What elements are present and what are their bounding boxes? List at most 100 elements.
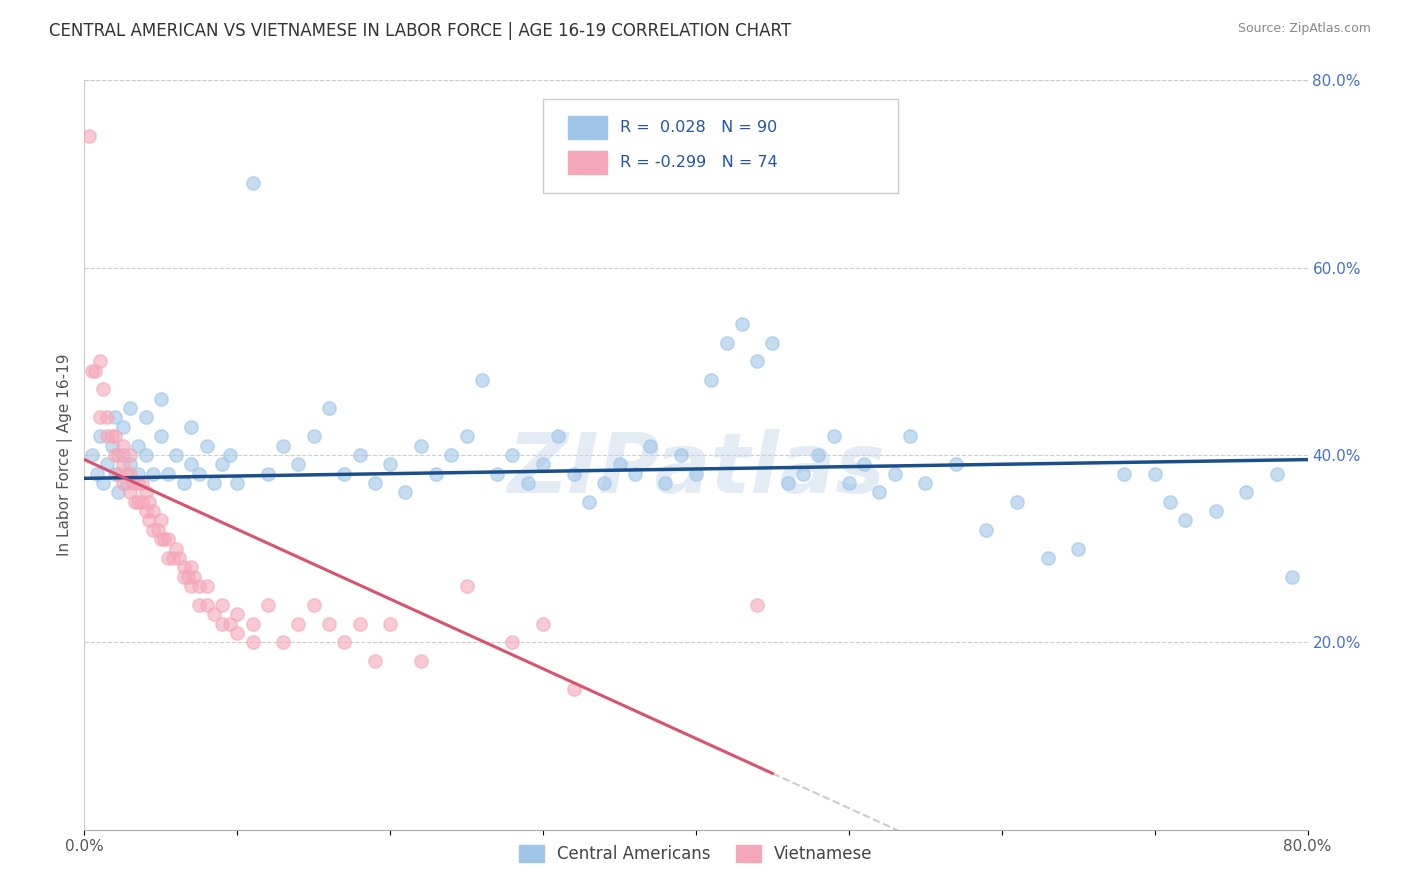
Point: [149, 532, 172, 546]
Point: [471, 373, 494, 387]
Point: [107, 448, 129, 462]
Point: [394, 485, 416, 500]
Point: [84, 364, 107, 378]
Point: [173, 476, 195, 491]
Point: [180, 579, 202, 593]
Point: [547, 429, 569, 443]
Point: [157, 551, 180, 566]
Point: [747, 598, 769, 612]
Point: [211, 457, 233, 471]
Point: [167, 551, 190, 566]
Point: [807, 448, 830, 462]
Point: [96, 410, 118, 425]
Point: [173, 570, 195, 584]
Point: [562, 682, 585, 697]
Point: [96, 457, 118, 471]
Point: [1036, 551, 1059, 566]
Point: [669, 448, 692, 462]
Point: [89, 410, 111, 425]
Point: [135, 485, 157, 500]
Point: [122, 476, 145, 491]
Point: [124, 494, 146, 508]
Point: [89, 354, 111, 368]
Point: [1281, 570, 1303, 584]
Point: [138, 494, 160, 508]
Point: [747, 354, 769, 368]
Point: [226, 476, 249, 491]
Point: [149, 429, 172, 443]
Point: [120, 467, 142, 481]
Point: [127, 467, 149, 481]
Point: [165, 541, 187, 556]
Point: [180, 420, 202, 434]
Point: [562, 467, 585, 481]
Point: [127, 494, 149, 508]
Point: [157, 532, 180, 546]
Point: [91, 382, 114, 396]
Point: [111, 457, 134, 471]
Point: [271, 439, 294, 453]
Point: [142, 523, 165, 537]
Point: [80, 364, 103, 378]
Point: [883, 467, 905, 481]
Point: [195, 579, 218, 593]
Point: [218, 448, 240, 462]
Point: [104, 448, 127, 462]
Point: [792, 467, 814, 481]
Point: [486, 467, 509, 481]
Point: [302, 598, 325, 612]
Point: [153, 532, 176, 546]
Point: [120, 401, 142, 416]
Point: [593, 476, 616, 491]
Point: [898, 429, 921, 443]
Point: [1236, 485, 1258, 500]
Point: [226, 607, 249, 621]
Legend: Central Americans, Vietnamese: Central Americans, Vietnamese: [512, 838, 880, 870]
Point: [165, 448, 187, 462]
Point: [257, 467, 280, 481]
Point: [624, 467, 647, 481]
FancyBboxPatch shape: [543, 99, 898, 193]
Point: [115, 467, 138, 481]
Point: [89, 429, 111, 443]
Point: [578, 494, 600, 508]
Point: [211, 616, 233, 631]
Text: CENTRAL AMERICAN VS VIETNAMESE IN LABOR FORCE | AGE 16-19 CORRELATION CHART: CENTRAL AMERICAN VS VIETNAMESE IN LABOR …: [49, 22, 792, 40]
Point: [142, 467, 165, 481]
Point: [104, 429, 127, 443]
Point: [700, 373, 723, 387]
FancyBboxPatch shape: [568, 152, 606, 174]
Point: [242, 177, 264, 191]
Point: [149, 392, 172, 406]
Point: [131, 494, 153, 508]
Point: [107, 467, 129, 481]
Point: [127, 439, 149, 453]
Point: [104, 467, 127, 481]
Point: [120, 448, 142, 462]
Point: [1143, 467, 1166, 481]
Point: [456, 429, 478, 443]
Point: [333, 635, 356, 649]
FancyBboxPatch shape: [568, 116, 606, 139]
Point: [349, 616, 371, 631]
Point: [91, 476, 114, 491]
Point: [516, 476, 538, 491]
Point: [111, 476, 134, 491]
Point: [107, 485, 129, 500]
Text: R =  0.028   N = 90: R = 0.028 N = 90: [620, 120, 778, 135]
Point: [135, 410, 157, 425]
Point: [409, 654, 432, 668]
Point: [120, 485, 142, 500]
Point: [157, 467, 180, 481]
Point: [853, 457, 876, 471]
Point: [127, 476, 149, 491]
Point: [271, 635, 294, 649]
Point: [1005, 494, 1028, 508]
Point: [945, 457, 967, 471]
Point: [80, 448, 103, 462]
Point: [1174, 514, 1197, 528]
Point: [1159, 494, 1181, 508]
Point: [183, 570, 205, 584]
Point: [195, 598, 218, 612]
Point: [146, 523, 169, 537]
